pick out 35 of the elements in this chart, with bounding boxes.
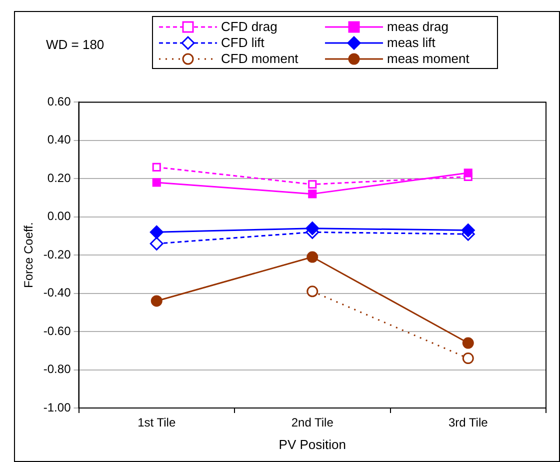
point [306, 251, 318, 263]
x-tick-label: 1st Tile [138, 416, 176, 430]
point [150, 295, 162, 307]
legend-label: CFD drag [221, 19, 278, 34]
x-tick-label: 3rd Tile [448, 416, 488, 430]
y-tick-label: -0.80 [43, 362, 72, 376]
y-tick-label: -0.60 [43, 324, 72, 338]
legend-label: meas moment [387, 51, 470, 66]
legend-label: meas drag [387, 19, 448, 34]
point [306, 286, 318, 298]
point [152, 178, 161, 187]
point [462, 337, 474, 349]
point [308, 180, 317, 189]
y-tick-label: -1.00 [43, 400, 72, 414]
point [306, 222, 320, 236]
point [461, 224, 475, 238]
y-tick-label: 0.00 [47, 209, 72, 224]
point [464, 168, 472, 178]
x-axis-title: PV Position [278, 436, 346, 452]
y-tick-label: 0.60 [47, 94, 72, 109]
x-tick-label: 2nd Tile [291, 416, 334, 430]
y-tick-label: 0.40 [47, 132, 72, 147]
legend-label: CFD moment [221, 51, 298, 66]
y-tick-label: -0.20 [43, 247, 72, 262]
point [150, 225, 164, 239]
y-tick-label: 0.20 [47, 170, 72, 185]
y-axis-title: Force Coeff. [22, 222, 36, 288]
text: WD = 180 [46, 37, 104, 52]
y-tick-label: -0.40 [43, 286, 72, 300]
legend-label: meas lift [387, 35, 436, 50]
point [150, 236, 164, 250]
legend-label: CFD lift [221, 35, 264, 50]
point [152, 162, 161, 172]
point [462, 352, 474, 364]
point [308, 190, 317, 198]
